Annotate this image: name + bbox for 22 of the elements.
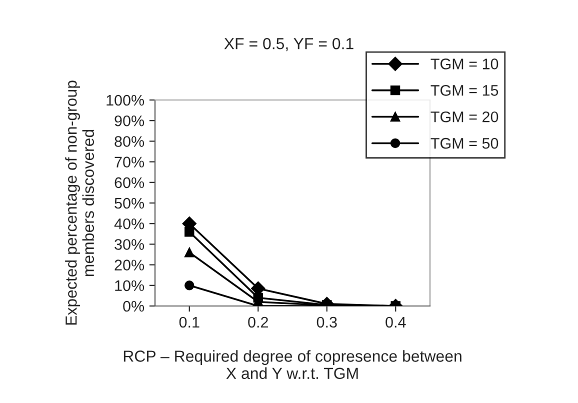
y-tick-label: 20% — [114, 260, 144, 270]
x-axis-title: RCP – Required degree of copresence between X and Y w.r.t. TGM — [124, 350, 462, 380]
y-tick-label: 90% — [114, 115, 144, 126]
y-tick-label: 50% — [114, 198, 144, 209]
x-tick-label: 0.2 — [248, 316, 268, 328]
y-tick-label: 70% — [114, 156, 144, 168]
y-tick-label: 30% — [114, 239, 144, 250]
x-tick-label: 0.1 — [179, 316, 200, 328]
legend-label: TGM = 10 — [430, 58, 498, 70]
y-tick-label: 100% — [106, 94, 144, 106]
y-axis-title: Expected percentage of non-group members discovered — [65, 80, 94, 325]
y-tick-label: 80% — [114, 136, 144, 147]
chart-title: XF = 0.5, YF = 0.1 — [224, 38, 354, 52]
x-tick-label: 0.4 — [386, 316, 406, 328]
legend-label: TGM = 20 — [430, 111, 498, 122]
x-tick-label: 0.3 — [316, 316, 337, 328]
legend-label: TGM = 50 — [430, 138, 498, 149]
y-tick-label: 60% — [114, 177, 144, 188]
y-tick-label: 0% — [123, 300, 144, 312]
y-tick-label: 40% — [114, 218, 144, 230]
legend-label: TGM = 15 — [430, 84, 498, 96]
y-tick-label: 10% — [115, 280, 144, 292]
